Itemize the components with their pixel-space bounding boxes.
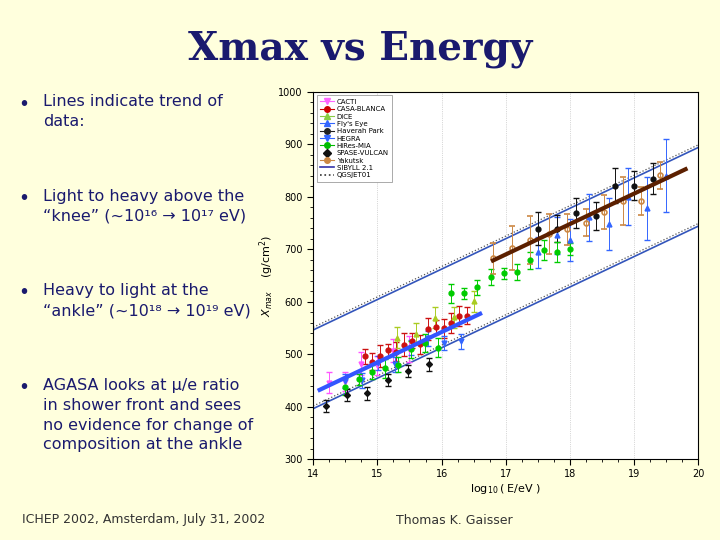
Text: Xmax vs Energy: Xmax vs Energy xyxy=(188,30,532,68)
Text: AGASA looks at μ/e ratio
in shower front and sees
no evidence for change of
comp: AGASA looks at μ/e ratio in shower front… xyxy=(43,378,253,453)
Text: Thomas K. Gaisser: Thomas K. Gaisser xyxy=(396,514,513,526)
Text: Light to heavy above the
“knee” (~10¹⁶ → 10¹⁷ eV): Light to heavy above the “knee” (~10¹⁶ →… xyxy=(43,189,246,224)
X-axis label: $\log_{10}$( E/eV ): $\log_{10}$( E/eV ) xyxy=(470,482,541,496)
Text: ICHEP 2002, Amsterdam, July 31, 2002: ICHEP 2002, Amsterdam, July 31, 2002 xyxy=(22,514,265,526)
Text: •: • xyxy=(18,189,29,208)
Text: •: • xyxy=(18,378,29,397)
Text: •: • xyxy=(18,94,29,113)
Text: Heavy to light at the
“ankle” (~10¹⁸ → 10¹⁹ eV): Heavy to light at the “ankle” (~10¹⁸ → 1… xyxy=(43,284,251,318)
Text: Lines indicate trend of
data:: Lines indicate trend of data: xyxy=(43,94,223,129)
Legend: CACTI, CASA-BLANCA, DICE, Fly's Eye, Haverah Park, HEGRA, HiRes-MIA, SPASE-VULCA: CACTI, CASA-BLANCA, DICE, Fly's Eye, Hav… xyxy=(317,95,392,181)
Text: •: • xyxy=(18,284,29,302)
Y-axis label: $X_{max}$    (g/cm$^2$): $X_{max}$ (g/cm$^2$) xyxy=(257,234,276,316)
